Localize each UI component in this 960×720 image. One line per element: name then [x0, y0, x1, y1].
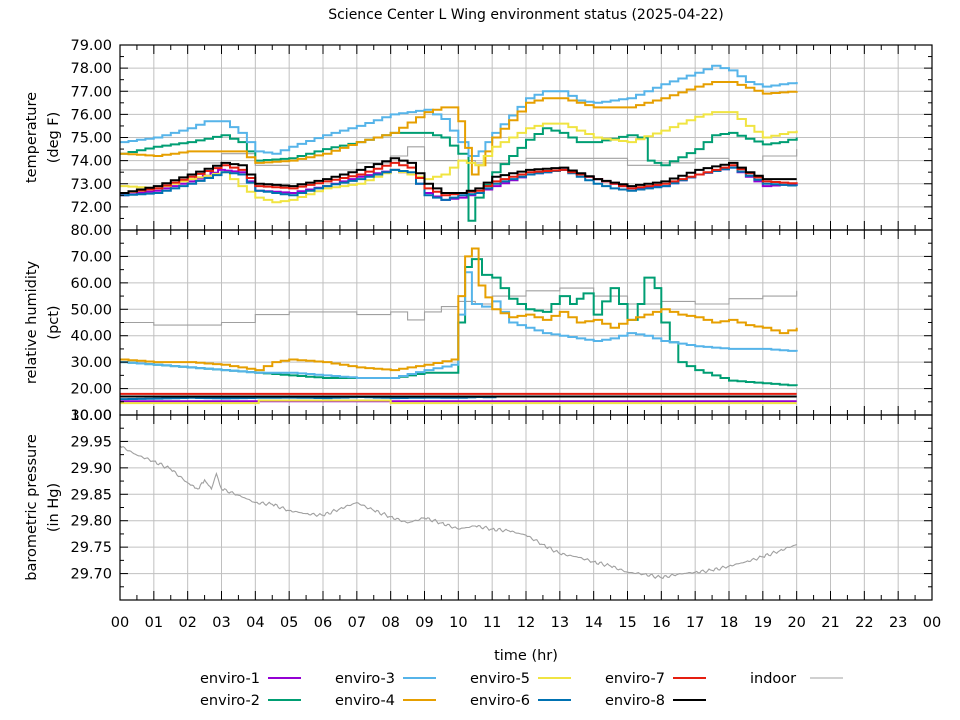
y-tick-label: 70.00 — [70, 249, 112, 265]
y-axis-title-line2: (in Hg) — [46, 483, 62, 532]
y-tick-label: 30.00 — [70, 355, 112, 371]
x-tick-label: 15 — [618, 615, 636, 631]
x-tick-label: 11 — [483, 615, 501, 631]
legend-item-enviro-8: enviro-8 — [605, 693, 706, 709]
y-tick-label: 20.00 — [70, 382, 112, 398]
panel-series-humidity — [120, 247, 798, 405]
series-enviro-8-temperature — [120, 157, 797, 194]
y-axis-title-line2: (deg F) — [46, 112, 62, 164]
x-tick-label: 19 — [754, 615, 772, 631]
y-axis-title-pressure: barometric pressure (in Hg) — [24, 434, 62, 581]
x-tick-labels: 00 01 02 03 04 05 06 07 08 09 10 11 12 13 14 15 16 17 18 19… — [111, 615, 941, 631]
y-tick-label: 75.00 — [70, 131, 112, 147]
series-enviro-4-temperature — [120, 81, 798, 176]
x-tick-label: 17 — [686, 615, 704, 631]
x-tick-label: 20 — [787, 615, 805, 631]
legend: enviro-1 enviro-2 enviro-3 enviro-4 enviro-5… — [200, 671, 843, 709]
y-tick-label: 78.00 — [70, 61, 112, 77]
x-tick-label: 09 — [415, 615, 433, 631]
y-tick-label: 79.00 — [70, 38, 112, 54]
x-tick-label: 23 — [889, 615, 907, 631]
x-tick-label: 22 — [855, 615, 873, 631]
y-axis-title-line1: barometric pressure — [24, 434, 40, 581]
legend-label: enviro-3 — [335, 671, 395, 687]
legend-item-enviro-6: enviro-6 — [470, 693, 571, 709]
y-axis-title-temperature: temperature (deg F) — [24, 92, 62, 183]
panel-series-temperature — [120, 64, 798, 222]
y-tick-label: 10.00 — [70, 408, 112, 424]
y-tick-label: 74.00 — [70, 154, 112, 170]
y-tick-label: 80.00 — [70, 223, 112, 239]
y-axis-title-line2: (pct) — [46, 305, 62, 339]
series-indoor-pressure — [120, 445, 797, 580]
x-tick-label: 13 — [551, 615, 569, 631]
panel-series-pressure — [120, 445, 797, 580]
x-tick-label: 16 — [652, 615, 670, 631]
y-axis-title-line1: temperature — [24, 92, 40, 183]
x-axis-title: time (hr) — [494, 648, 558, 664]
y-tick-label: 30.00 — [70, 408, 112, 424]
y-tick-label: 29.70 — [70, 567, 112, 583]
legend-label: enviro-1 — [200, 671, 260, 687]
legend-label: enviro-2 — [200, 693, 260, 709]
y-tick-label: 72.00 — [70, 200, 112, 216]
legend-item-enviro-7: enviro-7 — [605, 671, 706, 687]
y-tick-label: 76.00 — [70, 107, 112, 123]
series-layer — [120, 64, 798, 580]
legend-label: indoor — [750, 671, 796, 687]
y-tick-label: 60.00 — [70, 276, 112, 292]
x-tick-label: 06 — [314, 615, 332, 631]
legend-item-enviro-5: enviro-5 — [470, 671, 571, 687]
legend-label: enviro-5 — [470, 671, 530, 687]
y-tick-label: 40.00 — [70, 329, 112, 345]
legend-item-enviro-3: enviro-3 — [335, 671, 436, 687]
x-tick-label: 14 — [584, 615, 602, 631]
x-tick-label: 12 — [517, 615, 535, 631]
x-tick-label: 01 — [145, 615, 163, 631]
legend-item-enviro-1: enviro-1 — [200, 671, 301, 687]
y-axis-title-line1: relative humidity — [24, 260, 40, 384]
legend-item-indoor: indoor — [750, 671, 843, 687]
series-enviro-5-temperature — [120, 111, 798, 204]
series-enviro-4-humidity — [120, 247, 798, 372]
legend-item-enviro-2: enviro-2 — [200, 693, 301, 709]
x-tick-label: 07 — [348, 615, 366, 631]
axis-ticks — [119, 44, 933, 601]
y-axis-title-humidity: relative humidity (pct) — [24, 260, 62, 384]
x-tick-label: 10 — [449, 615, 467, 631]
y-tick-label: 73.00 — [70, 177, 112, 193]
series-enviro-3-temperature — [120, 64, 798, 157]
x-tick-label: 04 — [246, 615, 264, 631]
legend-label: enviro-4 — [335, 693, 395, 709]
y-tick-label: 29.90 — [70, 461, 112, 477]
y-tick-label: 29.80 — [70, 514, 112, 530]
chart-title: Science Center L Wing environment status… — [328, 7, 724, 23]
y-tick-label: 77.00 — [70, 84, 112, 100]
x-tick-label: 00 — [111, 615, 129, 631]
y-tick-label: 29.75 — [70, 540, 112, 556]
x-tick-label: 08 — [381, 615, 399, 631]
y-tick-labels: 72.00 73.00 74.00 75.00 76.00 77.00 78.00 79.00… — [70, 38, 112, 583]
x-tick-label: 02 — [178, 615, 196, 631]
y-tick-label: 50.00 — [70, 302, 112, 318]
x-tick-label: 21 — [821, 615, 839, 631]
x-tick-label: 00 — [923, 615, 941, 631]
series-enviro-5-humidity — [120, 399, 797, 405]
x-tick-label: 05 — [280, 615, 298, 631]
y-tick-label: 29.85 — [70, 487, 112, 503]
legend-label: enviro-6 — [470, 693, 530, 709]
x-tick-label: 18 — [720, 615, 738, 631]
legend-item-enviro-4: enviro-4 — [335, 693, 436, 709]
legend-label: enviro-8 — [605, 693, 665, 709]
y-tick-label: 29.95 — [70, 434, 112, 450]
x-tick-label: 03 — [212, 615, 230, 631]
legend-label: enviro-7 — [605, 671, 665, 687]
